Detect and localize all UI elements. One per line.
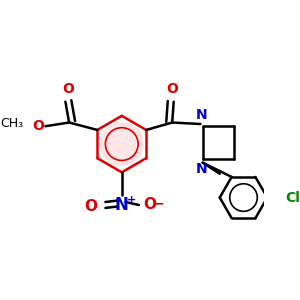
Text: +: + <box>127 195 136 205</box>
Text: O: O <box>166 82 178 96</box>
Text: N: N <box>195 162 207 176</box>
Circle shape <box>100 123 143 165</box>
Text: CH₃: CH₃ <box>0 117 23 130</box>
Text: N: N <box>115 196 129 214</box>
Text: O: O <box>143 197 156 212</box>
Text: O: O <box>32 119 44 133</box>
Text: Cl: Cl <box>285 190 300 205</box>
Text: N: N <box>195 108 207 122</box>
Text: O: O <box>62 82 74 96</box>
Text: O: O <box>84 199 97 214</box>
Text: −: − <box>153 196 165 211</box>
